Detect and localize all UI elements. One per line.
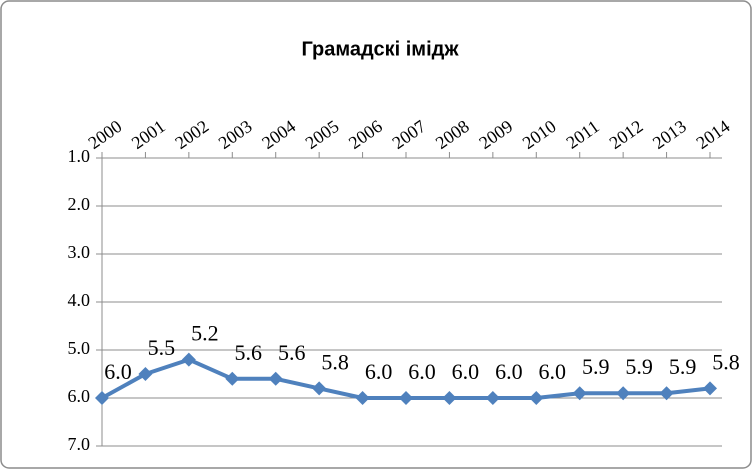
- marker: [442, 391, 457, 405]
- data-label: 5.9: [625, 354, 653, 379]
- data-label: 5.2: [191, 321, 219, 346]
- y-tick-label: 7.0: [68, 434, 91, 454]
- data-label: 5.6: [278, 340, 306, 365]
- marker: [485, 391, 500, 405]
- chart-title: Грамадскі імідж: [301, 38, 459, 60]
- marker: [659, 386, 674, 401]
- marker: [572, 386, 587, 401]
- data-label: 5.6: [235, 340, 263, 365]
- data-label: 6.0: [104, 359, 132, 384]
- marker: [355, 391, 370, 405]
- marker: [616, 386, 631, 401]
- y-tick-label: 6.0: [68, 386, 91, 406]
- marker: [225, 371, 240, 386]
- data-label: 6.0: [408, 359, 436, 384]
- data-label: 5.5: [148, 335, 176, 360]
- y-tick-label: 1.0: [68, 146, 91, 166]
- y-tick-label: 2.0: [68, 194, 91, 214]
- marker: [95, 391, 109, 405]
- marker: [181, 352, 196, 367]
- y-tick-label: 3.0: [68, 242, 91, 262]
- marker: [268, 371, 283, 386]
- marker: [399, 391, 413, 405]
- data-label: 5.8: [321, 349, 349, 374]
- data-label: 6.0: [365, 359, 393, 384]
- data-label: 6.0: [452, 359, 480, 384]
- data-label: 5.9: [669, 354, 697, 379]
- marker: [312, 381, 327, 396]
- marker: [138, 367, 153, 381]
- data-label: 6.0: [495, 359, 523, 384]
- marker: [703, 381, 717, 396]
- data-label: 5.9: [582, 354, 610, 379]
- y-tick-label: 5.0: [68, 338, 91, 358]
- marker: [529, 391, 544, 405]
- data-label: 5.8: [712, 349, 740, 374]
- y-tick-label: 4.0: [68, 290, 91, 310]
- data-label: 6.0: [539, 359, 567, 384]
